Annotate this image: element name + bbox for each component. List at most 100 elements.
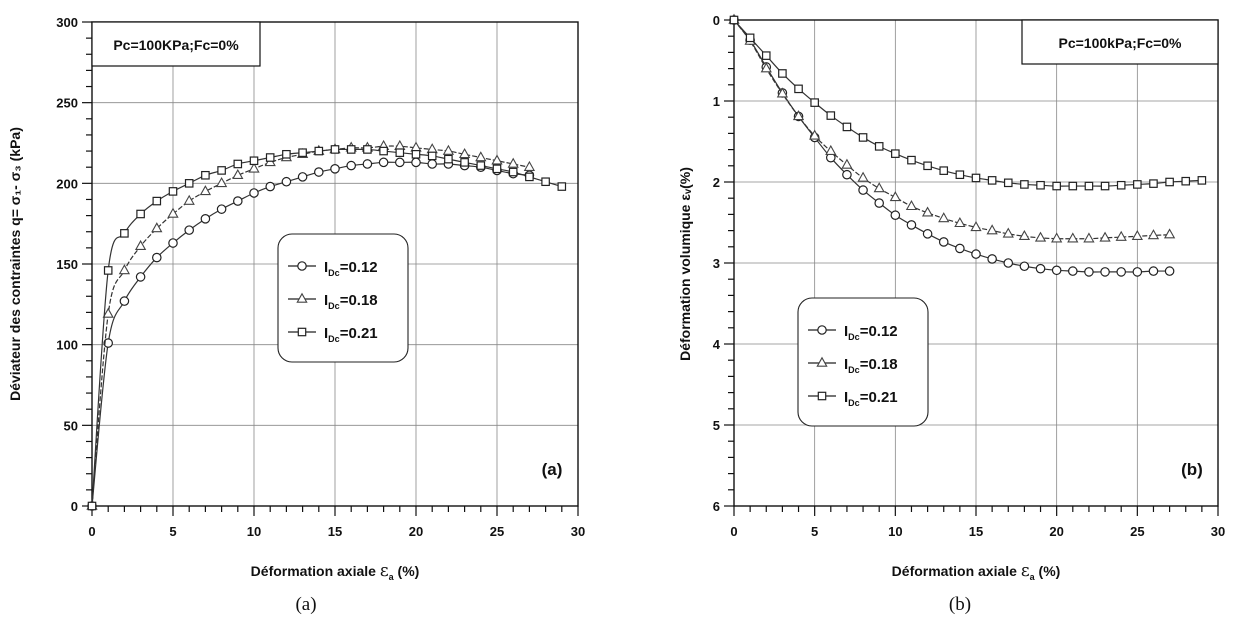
plot-frame	[91, 21, 579, 507]
x-tick-label: 0	[88, 524, 95, 539]
legend-label: IDc=0.12	[844, 323, 898, 342]
x-tick-label: 25	[490, 524, 504, 539]
series-triangle	[728, 13, 1176, 243]
data-point-triangle	[296, 292, 308, 303]
chart-panel-b: 0 5 10 15 20 25 30 0 1 2 3 4 5 6 Déformation volumique…	[677, 13, 1225, 615]
panel-tag: (b)	[1181, 460, 1203, 479]
data-point-circle	[152, 252, 162, 263]
data-point-triangle	[442, 144, 455, 155]
data-point-triangle	[792, 110, 805, 121]
data-point-square	[87, 501, 97, 511]
legend-entry: IDc=0.12	[288, 259, 378, 278]
y-tick-label: 200	[56, 176, 78, 191]
data-point-triangle	[1115, 230, 1127, 241]
x-tick-label: 10	[247, 524, 261, 539]
data-point-circle	[346, 160, 356, 171]
data-point-square	[1133, 180, 1142, 189]
data-point-square	[525, 172, 534, 182]
data-point-circle	[955, 243, 965, 254]
data-point-circle	[842, 169, 852, 180]
data-point-circle	[922, 229, 933, 239]
y-tick-label: 3	[713, 256, 720, 271]
data-point-square	[1116, 180, 1126, 190]
x-tick-label: 0	[730, 524, 737, 539]
data-point-square	[1003, 178, 1013, 188]
data-point-triangle	[889, 191, 901, 202]
y-tick-label: 0	[713, 13, 720, 28]
data-point-square	[363, 145, 372, 154]
data-point-square	[1181, 176, 1191, 186]
x-tick-label: 5	[169, 524, 176, 539]
data-point-square	[541, 177, 550, 187]
x-axis-label: Déformation axiale εa (%)	[251, 561, 420, 582]
data-point-triangle	[507, 157, 519, 168]
legend-entry: IDc=0.21	[808, 389, 898, 408]
data-point-circle	[1035, 263, 1046, 274]
data-point-triangle	[426, 143, 438, 154]
data-point-square	[858, 133, 868, 142]
legend: IDc=0.12 IDc=0.18 IDc=0.21	[277, 233, 409, 363]
data-point-circle	[858, 185, 868, 195]
series-line	[733, 19, 1170, 240]
annotation-box	[91, 21, 261, 67]
x-tick-label: 15	[328, 524, 342, 539]
data-point-triangle	[986, 224, 998, 235]
data-point-triangle	[232, 168, 244, 180]
data-point-circle	[1100, 267, 1110, 277]
data-point-square	[1165, 177, 1174, 187]
series-square	[729, 15, 1207, 191]
data-point-triangle	[1051, 232, 1063, 243]
figure-caption: (a)	[295, 594, 316, 615]
x-tick-label: 15	[969, 524, 983, 539]
data-point-square	[923, 161, 932, 171]
annotation-text: Pc=100kPa;Fc=0%	[1059, 35, 1183, 51]
x-tick-label: 5	[811, 524, 818, 539]
data-point-triangle	[167, 207, 179, 218]
data-point-triangle	[776, 87, 789, 98]
data-point-circle	[249, 188, 259, 198]
data-point-triangle	[199, 185, 212, 196]
data-point-circle	[362, 159, 373, 169]
data-point-triangle	[1067, 232, 1079, 243]
legend: IDc=0.12 IDc=0.18 IDc=0.21	[797, 297, 929, 427]
data-point-triangle	[873, 182, 885, 193]
data-point-circle	[971, 249, 981, 259]
data-point-square	[1036, 180, 1045, 190]
data-point-square	[826, 111, 836, 120]
data-point-circle	[890, 210, 901, 221]
data-point-circle	[394, 157, 405, 168]
data-point-triangle	[118, 264, 131, 275]
data-point-circle	[297, 172, 308, 182]
data-point-triangle	[1131, 229, 1143, 241]
legend-label: IDc=0.18	[324, 292, 378, 311]
data-point-circle	[313, 167, 324, 177]
data-point-square	[136, 209, 145, 219]
data-point-triangle	[921, 206, 934, 217]
data-point-triangle	[491, 154, 503, 165]
data-point-triangle	[1083, 232, 1095, 243]
data-point-circle	[168, 238, 178, 248]
legend-label: IDc=0.21	[324, 325, 378, 344]
data-point-square	[1100, 181, 1110, 191]
data-point-triangle	[134, 239, 147, 251]
data-point-triangle	[1018, 229, 1031, 241]
data-point-square	[842, 122, 852, 132]
data-point-triangle	[183, 194, 195, 205]
y-tick-label: 50	[64, 418, 78, 433]
data-point-circle	[1019, 261, 1030, 272]
data-point-square	[745, 33, 755, 43]
x-axis-label: Déformation axiale εa (%)	[892, 561, 1061, 582]
data-point-square	[168, 187, 178, 196]
data-point-circle	[411, 157, 421, 168]
data-point-triangle	[394, 139, 406, 150]
data-point-triangle	[215, 177, 228, 188]
data-point-square	[346, 145, 356, 154]
data-point-square	[729, 15, 739, 25]
y-tick-label: 4	[713, 337, 721, 352]
data-point-square	[217, 166, 226, 175]
data-point-square	[955, 170, 965, 180]
data-point-circle	[265, 181, 275, 192]
data-point-square	[1068, 181, 1078, 191]
y-tick-label: 150	[56, 257, 78, 272]
data-point-square	[874, 142, 884, 151]
